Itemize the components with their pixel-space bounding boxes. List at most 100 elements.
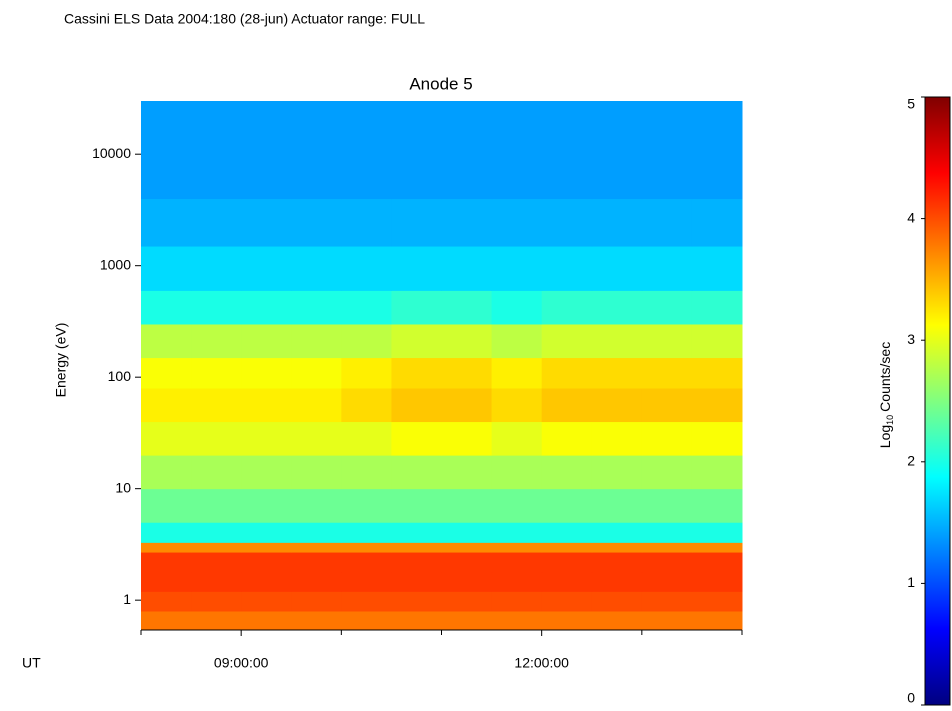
heat-cell — [141, 101, 192, 155]
heat-cell — [691, 198, 743, 247]
heat-cell — [591, 488, 643, 523]
heat-cell — [491, 488, 543, 523]
heat-cell — [141, 552, 192, 573]
heat-cell — [191, 455, 242, 490]
colorbar-label-subscript: 10 — [885, 415, 895, 425]
heat-cell — [291, 246, 342, 291]
heat-cell — [591, 522, 643, 543]
heat-cell — [641, 522, 693, 543]
heat-cell — [241, 198, 292, 247]
heat-cell — [641, 323, 693, 359]
heat-cell — [641, 542, 693, 553]
heat-cell — [191, 591, 242, 612]
heat-cell — [441, 542, 493, 553]
heat-cell — [191, 542, 242, 553]
heat-cell — [341, 323, 392, 359]
heat-cell — [191, 101, 242, 155]
heat-cell — [291, 421, 342, 456]
heat-cell — [141, 323, 192, 359]
heat-cell — [691, 552, 743, 573]
heat-cell — [541, 455, 593, 490]
heat-cell — [641, 246, 693, 291]
heat-cell — [241, 552, 292, 573]
heat-cell — [591, 542, 643, 553]
y-tick-label: 1 — [123, 591, 131, 607]
y-tick-label: 100 — [108, 368, 132, 384]
heat-cell — [241, 542, 292, 553]
heat-cell — [541, 571, 593, 592]
heat-cell — [391, 571, 442, 592]
heat-cell — [191, 522, 242, 543]
y-tick-label: 1000 — [100, 256, 131, 272]
heat-cell — [491, 290, 543, 325]
heat-cell — [441, 488, 493, 523]
heat-cell — [691, 455, 743, 490]
heat-cell — [141, 154, 192, 200]
heat-cell — [141, 488, 192, 523]
heat-cell — [541, 357, 593, 389]
colorbar-label-base: Log — [877, 425, 893, 448]
heat-cell — [691, 488, 743, 523]
colorbar-tick-label: 2 — [907, 453, 915, 469]
heat-cell — [191, 421, 242, 456]
heat-cell — [391, 455, 442, 490]
heat-cell — [491, 421, 543, 456]
heat-cell — [641, 198, 693, 247]
heat-cell — [241, 488, 292, 523]
heat-cell — [591, 290, 643, 325]
heat-cell — [591, 387, 643, 423]
heat-cell — [141, 542, 192, 553]
heat-cell — [491, 387, 543, 423]
heat-cell — [441, 552, 493, 573]
colorbar-tick-label: 5 — [907, 96, 915, 112]
heat-cell — [641, 387, 693, 423]
heat-cell — [141, 610, 192, 631]
heat-cell — [391, 542, 442, 553]
chart-title: Cassini ELS Data 2004:180 (28-jun) Actua… — [64, 11, 425, 27]
heat-cell — [441, 154, 493, 200]
heat-cell — [691, 421, 743, 456]
heat-cell — [241, 290, 292, 325]
heat-cell — [241, 455, 292, 490]
colorbar-tick-label: 1 — [907, 574, 915, 590]
heat-cell — [591, 571, 643, 592]
heat-cell — [641, 421, 693, 456]
heat-cell — [291, 323, 342, 359]
heat-cell — [141, 522, 192, 543]
colorbar-label-rest: Counts/sec — [877, 342, 893, 412]
heat-cell — [341, 571, 392, 592]
heat-cell — [541, 421, 593, 456]
heat-cell — [591, 246, 643, 291]
heat-cell — [191, 198, 242, 247]
heat-cell — [441, 323, 493, 359]
heat-cell — [341, 290, 392, 325]
heat-cell — [291, 542, 342, 553]
heat-cell — [591, 323, 643, 359]
heat-cell — [441, 198, 493, 247]
heat-cell — [191, 154, 242, 200]
heat-cell — [341, 522, 392, 543]
heat-cell — [141, 198, 192, 247]
heat-cell — [591, 591, 643, 612]
heat-cell — [441, 387, 493, 423]
heat-cell — [591, 552, 643, 573]
heat-cell — [391, 290, 442, 325]
heat-cell — [341, 455, 392, 490]
heat-cell — [591, 421, 643, 456]
heat-cell — [391, 552, 442, 573]
heat-cell — [241, 323, 292, 359]
heat-cell — [191, 387, 242, 423]
heat-cell — [191, 488, 242, 523]
heat-cell — [491, 610, 543, 631]
heat-cell — [241, 591, 292, 612]
heat-cell — [541, 290, 593, 325]
heat-cell — [541, 198, 593, 247]
heat-cell — [391, 522, 442, 543]
heat-cell — [391, 387, 442, 423]
heat-cell — [291, 154, 342, 200]
heat-cell — [141, 591, 192, 612]
heat-cell — [341, 542, 392, 553]
heat-cell — [691, 542, 743, 553]
y-tick-label: 10000 — [92, 145, 131, 161]
